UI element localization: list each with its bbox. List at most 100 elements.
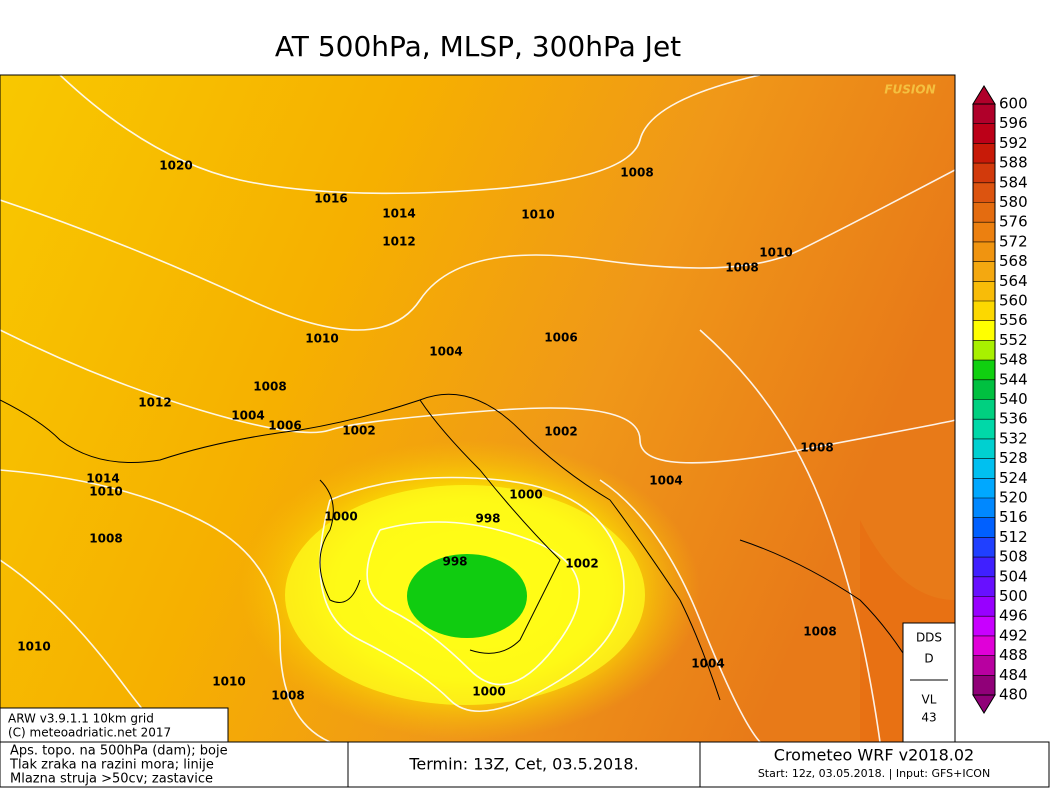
colorbar-label: 584 [999, 173, 1028, 191]
colorbar-band [973, 104, 995, 125]
colorbar-band [973, 340, 995, 361]
colorbar-label: 512 [999, 528, 1028, 546]
isobar-label: 1000 [472, 685, 505, 699]
colorbar-arrow [972, 85, 996, 105]
colorbar-label: 524 [999, 469, 1028, 487]
isobar-label: 1006 [544, 331, 577, 345]
credit: ARW v3.9.1.1 10km grid [8, 712, 154, 726]
corner-text: 43 [921, 711, 936, 725]
colorbar-label: 496 [999, 607, 1028, 625]
colorbar-band [973, 301, 995, 322]
term: Termin: 13Z, Cet, 03.5.2018. [408, 755, 638, 774]
colorbar-label: 504 [999, 567, 1028, 585]
colorbar-label: 508 [999, 548, 1028, 566]
colorbar-label: 488 [999, 646, 1028, 664]
colorbar-label: 548 [999, 351, 1028, 369]
colorbar-label: 564 [999, 272, 1028, 290]
isobar-label: 1000 [509, 488, 542, 502]
watermark: FUSION [884, 83, 935, 97]
colorbar-label: 492 [999, 626, 1028, 644]
isobar-label: 1010 [89, 485, 122, 499]
isobar-label: 1008 [253, 380, 286, 394]
colorbar-band [973, 379, 995, 400]
colorbar-label: 568 [999, 252, 1028, 270]
colorbar-label: 484 [999, 666, 1028, 684]
colorbar-label: 556 [999, 311, 1028, 329]
isobar-label: 1010 [212, 675, 245, 689]
isobar-label: 1006 [268, 419, 301, 433]
isobar-label: 998 [442, 555, 467, 569]
colorbar-band [973, 123, 995, 144]
colorbar-label: 536 [999, 410, 1028, 428]
isobar-label: 1010 [759, 246, 792, 260]
colorbar-label: 532 [999, 429, 1028, 447]
isobar-label: 1008 [620, 166, 653, 180]
colorbar-band [973, 675, 995, 696]
isobar-label: 1010 [305, 332, 338, 346]
colorbar-label: 500 [999, 587, 1028, 605]
colorbar-band [973, 182, 995, 203]
isobar-label: 1012 [382, 235, 415, 249]
isobar-label: 1010 [521, 208, 554, 222]
colorbar-band [973, 202, 995, 223]
credit: (C) meteoadriatic.net 2017 [8, 726, 171, 740]
colorbar-band [973, 419, 995, 440]
colorbar-band [973, 399, 995, 420]
legend-line: Aps. topo. na 500hPa (dam); boje [10, 744, 228, 759]
colorbar-label: 576 [999, 213, 1028, 231]
colorbar-label: 572 [999, 232, 1028, 250]
colorbar-label: 516 [999, 508, 1028, 526]
isobar-label: 1008 [800, 441, 833, 455]
isobar-label: 1008 [89, 532, 122, 546]
colorbar-band [973, 143, 995, 164]
isobar-label: 1000 [324, 510, 357, 524]
colorbar-band [973, 261, 995, 282]
colorbar-band [973, 163, 995, 184]
term-box [347, 741, 701, 788]
isobar-label: 1008 [271, 689, 304, 703]
colorbar-band [973, 517, 995, 538]
colorbar-band [973, 616, 995, 637]
corner-text: VL [922, 693, 937, 707]
isobar-label: 1020 [159, 159, 192, 173]
colorbar-band [973, 498, 995, 519]
colorbar-band [973, 596, 995, 617]
colorbar-band [973, 241, 995, 263]
title: AT 500hPa, MLSP, 300hPa Jet [275, 30, 681, 63]
colorbar-label: 480 [999, 686, 1028, 704]
colorbar-band [973, 458, 995, 479]
colorbar-band [973, 222, 995, 243]
colorbar-band [973, 655, 995, 676]
colorbar-band [973, 320, 995, 341]
colorbar-label: 592 [999, 134, 1028, 152]
model-box [699, 741, 1050, 788]
colorbar-label: 552 [999, 331, 1028, 349]
isobar-label: 1002 [544, 425, 577, 439]
colorbar-label: 540 [999, 390, 1028, 408]
legend-line: Tlak zraka na razini mora; linije [9, 758, 214, 773]
isobar-label: 1014 [382, 207, 415, 221]
colorbar-label: 528 [999, 449, 1028, 467]
colorbar-band [973, 478, 995, 499]
colorbar-band [973, 438, 995, 460]
isobar-label: 1004 [429, 345, 462, 359]
isobar-label: 1004 [231, 409, 264, 423]
corner-text: DDS [916, 631, 942, 645]
isobar-label: 1004 [691, 657, 724, 671]
isobar-label: 1010 [17, 640, 50, 654]
isobar-label: 1008 [725, 261, 758, 275]
colorbar-band [973, 537, 995, 558]
colorbar-label: 588 [999, 154, 1028, 172]
start: Start: 12z, 03.05.2018. | Input: GFS+ICO… [758, 767, 990, 780]
colorbar-band [973, 360, 995, 381]
legend-line: Mlazna struja >50cv; zastavice [10, 772, 213, 787]
colorbar-label: 520 [999, 489, 1028, 507]
colorbar-label: 596 [999, 114, 1028, 132]
colorbar-label: 600 [999, 95, 1028, 113]
map: FUSION [0, 75, 955, 742]
corner-box [902, 622, 956, 743]
model: Crometeo WRF v2018.02 [774, 746, 974, 765]
colorbar-band [973, 281, 995, 302]
isobar-label: 1014 [86, 472, 119, 486]
